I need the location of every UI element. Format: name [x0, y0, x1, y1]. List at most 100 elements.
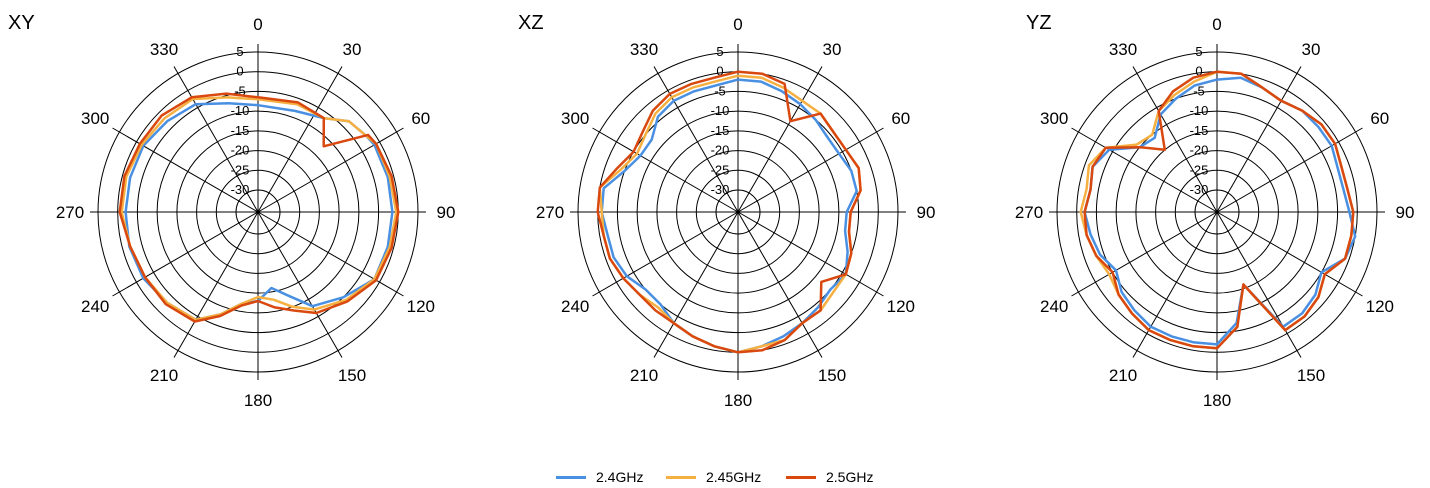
grid-spoke — [112, 127, 259, 213]
grid-spoke — [173, 211, 259, 358]
legend-item-2-4ghz: 2.4GHz — [556, 466, 643, 488]
grid-spoke — [1216, 211, 1363, 297]
angle-tick-label: 270 — [1015, 203, 1043, 222]
grid-spoke — [653, 211, 739, 358]
angle-tick-label: 30 — [823, 40, 842, 59]
angle-tick-label: 300 — [81, 109, 109, 128]
grid-spoke — [257, 211, 404, 297]
angle-tick-label: 180 — [1203, 391, 1231, 410]
angle-tick-label: 210 — [150, 366, 178, 385]
legend-swatch — [786, 475, 816, 479]
series-line-2-4ghz — [1083, 76, 1357, 346]
radial-tick-label: -25 — [231, 162, 250, 177]
grid-spoke — [1071, 211, 1218, 297]
chart-title-xy: XY — [8, 12, 35, 34]
angle-tick-label: 270 — [536, 203, 564, 222]
angle-tick-label: 330 — [630, 40, 658, 59]
grid-spoke — [1216, 211, 1302, 358]
radial-tick-label: -20 — [1190, 143, 1209, 158]
grid-spoke — [1216, 66, 1302, 213]
grid-spoke — [1071, 127, 1218, 213]
grid-spoke — [737, 211, 823, 358]
legend-label: 2.4GHz — [596, 469, 644, 485]
angle-tick-label: 330 — [150, 40, 178, 59]
radial-tick-label: 0 — [236, 64, 243, 79]
radial-tick-label: 5 — [716, 44, 723, 59]
radial-tick-label: 0 — [1195, 64, 1202, 79]
legend-label: 2.45GHz — [706, 469, 762, 485]
legend-swatch — [556, 475, 586, 479]
angle-tick-label: 30 — [343, 40, 362, 59]
radial-tick-label: -25 — [711, 162, 730, 177]
grid-spoke — [257, 127, 404, 213]
angle-tick-label: 60 — [411, 109, 430, 128]
angle-tick-label: 120 — [887, 297, 915, 316]
angle-tick-label: 90 — [437, 203, 456, 222]
angle-tick-label: 270 — [56, 203, 84, 222]
angle-tick-label: 300 — [1040, 109, 1068, 128]
radial-tick-label: -20 — [231, 143, 250, 158]
radial-tick-label: -25 — [1190, 162, 1209, 177]
radial-tick-label: -30 — [711, 182, 730, 197]
grid-spoke — [1216, 127, 1363, 213]
radial-tick-label: 5 — [1195, 44, 1202, 59]
angle-tick-label: 300 — [561, 109, 589, 128]
legend-swatch — [666, 475, 696, 479]
angle-tick-label: 150 — [338, 366, 366, 385]
angle-tick-label: 150 — [818, 366, 846, 385]
angle-tick-label: 120 — [407, 297, 435, 316]
radial-tick-label: -10 — [1190, 103, 1209, 118]
grid-spoke — [592, 127, 739, 213]
grid-spoke — [737, 66, 823, 213]
angle-tick-label: 180 — [724, 391, 752, 410]
angle-tick-label: 60 — [891, 109, 910, 128]
radial-tick-label: -5 — [714, 83, 726, 98]
legend-label: 2.5GHz — [826, 469, 874, 485]
angle-tick-label: 150 — [1297, 366, 1325, 385]
radial-tick-label: 5 — [236, 44, 243, 59]
angle-tick-label: 210 — [630, 366, 658, 385]
angle-tick-label: 90 — [917, 203, 936, 222]
angle-tick-label: 0 — [733, 15, 742, 34]
angle-tick-label: 0 — [253, 15, 262, 34]
angle-tick-label: 240 — [81, 297, 109, 316]
legend: 2.4GHz 2.45GHz 2.5GHz — [0, 466, 1430, 488]
angle-tick-label: 240 — [561, 297, 589, 316]
series-line-2-5ghz — [118, 92, 400, 323]
legend-item-2-5ghz: 2.5GHz — [786, 466, 873, 488]
radial-tick-label: -5 — [234, 83, 246, 98]
angle-tick-label: 120 — [1366, 297, 1394, 316]
grid-spoke — [592, 211, 739, 297]
grid-spoke — [257, 66, 343, 213]
grid-spoke — [173, 66, 259, 213]
grid-spoke — [653, 66, 739, 213]
grid-spoke — [1132, 66, 1218, 213]
series-line-2-5ghz — [1083, 70, 1355, 350]
radial-tick-label: -15 — [711, 123, 730, 138]
angle-tick-label: 180 — [244, 391, 272, 410]
radial-tick-label: -15 — [1190, 123, 1209, 138]
radial-tick-label: -5 — [1193, 83, 1205, 98]
radial-tick-label: 0 — [716, 64, 723, 79]
angle-tick-label: 30 — [1302, 40, 1321, 59]
series-line-2-5ghz — [596, 70, 862, 354]
chart-title-xz: XZ — [518, 12, 544, 34]
radial-tick-label: -20 — [711, 143, 730, 158]
radial-tick-label: -30 — [231, 182, 250, 197]
angle-tick-label: 240 — [1040, 297, 1068, 316]
radial-tick-label: -10 — [711, 103, 730, 118]
angle-tick-label: 90 — [1396, 203, 1415, 222]
angle-tick-label: 330 — [1109, 40, 1137, 59]
polar-charts: 0306090120150180210240270300330-30-25-20… — [56, 15, 1415, 410]
radial-tick-label: -30 — [1190, 182, 1209, 197]
grid-spoke — [1132, 211, 1218, 358]
grid-spoke — [112, 211, 259, 297]
grid-spoke — [257, 211, 343, 358]
angle-tick-label: 60 — [1370, 109, 1389, 128]
radial-tick-label: -10 — [231, 103, 250, 118]
chart-title-yz: YZ — [1026, 12, 1052, 34]
grid-spoke — [737, 127, 884, 213]
angle-tick-label: 0 — [1212, 15, 1221, 34]
radial-tick-label: -15 — [231, 123, 250, 138]
angle-tick-label: 210 — [1109, 366, 1137, 385]
